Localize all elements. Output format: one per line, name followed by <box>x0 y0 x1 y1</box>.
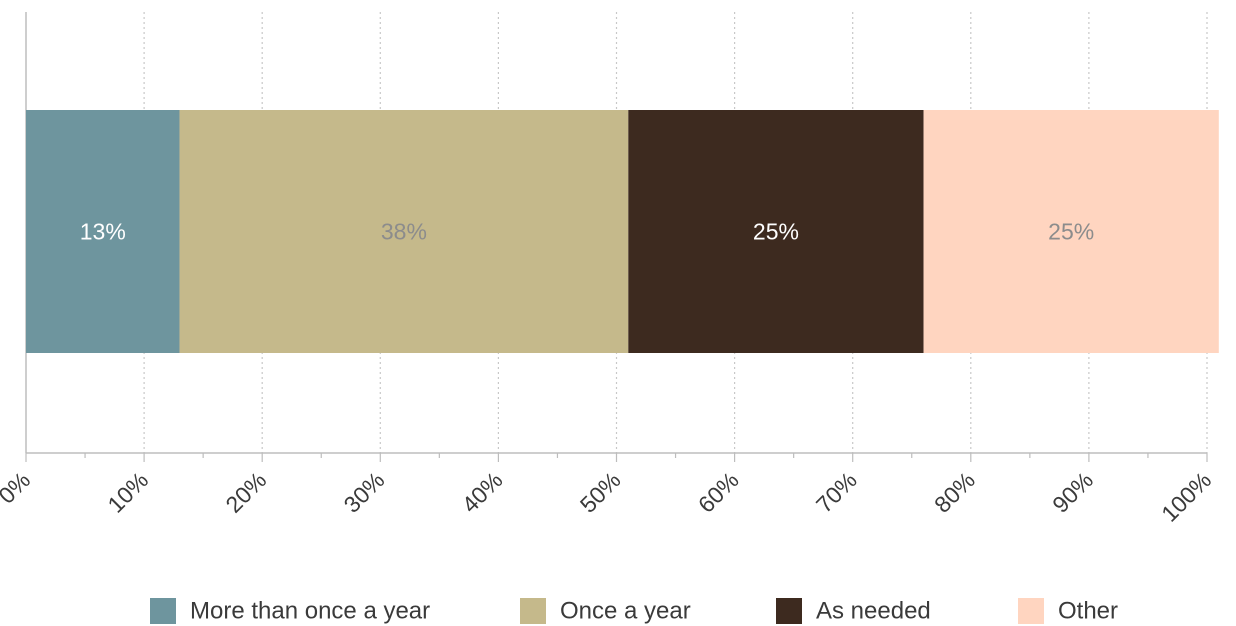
legend-label: Other <box>1058 598 1118 625</box>
data-label: 25% <box>753 219 799 245</box>
x-tick-label: 30% <box>339 467 390 518</box>
legend-swatch <box>1018 598 1044 624</box>
x-tick-label: 0% <box>0 467 35 509</box>
x-tick-label: 10% <box>102 467 153 518</box>
legend-label: More than once a year <box>190 598 430 625</box>
bar-segment <box>628 110 924 353</box>
legend-swatch <box>150 598 176 624</box>
bar-segment <box>179 110 629 353</box>
bar-segments <box>26 110 1219 353</box>
data-labels: 13% 38% 25% 25% <box>80 219 1094 245</box>
legend-label: As needed <box>816 598 931 625</box>
x-tick-label: 60% <box>693 467 744 518</box>
bar-segment <box>26 110 180 353</box>
x-tick-label: 20% <box>220 467 271 518</box>
x-axis: 0% 10% 20% 30% 40% 50% 60% 70% 80% 90% 100% <box>0 452 1216 527</box>
x-tick-label: 90% <box>1047 467 1098 518</box>
data-label: 38% <box>381 219 427 245</box>
bar-segment <box>923 110 1219 353</box>
legend-swatch <box>776 598 802 624</box>
x-tick-label: 50% <box>575 467 626 518</box>
legend: More than once a year Once a year As neede… <box>150 598 1118 625</box>
x-tick-label: 100% <box>1156 467 1216 527</box>
x-tick-label: 40% <box>457 467 508 518</box>
x-tick-label: 70% <box>811 467 862 518</box>
data-label: 13% <box>80 219 126 245</box>
legend-label: Once a year <box>560 598 691 625</box>
data-label: 25% <box>1048 219 1094 245</box>
x-tick-label: 80% <box>929 467 980 518</box>
legend-swatch <box>520 598 546 624</box>
